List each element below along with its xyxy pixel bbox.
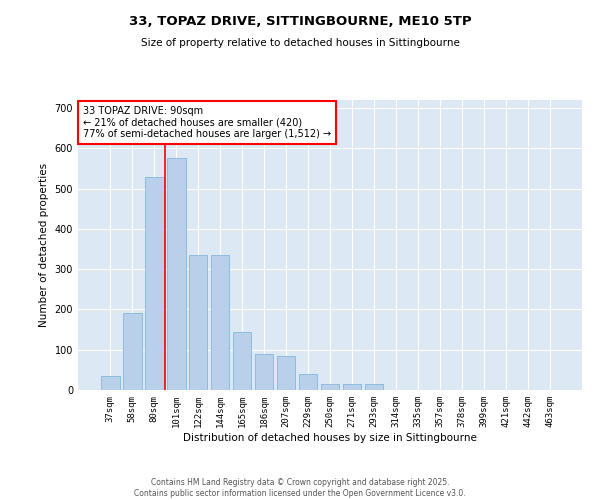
Bar xyxy=(320,384,340,390)
Bar xyxy=(211,255,229,390)
Bar xyxy=(343,384,361,390)
Bar xyxy=(101,376,119,390)
X-axis label: Distribution of detached houses by size in Sittingbourne: Distribution of detached houses by size … xyxy=(183,432,477,442)
Text: 33 TOPAZ DRIVE: 90sqm
← 21% of detached houses are smaller (420)
77% of semi-det: 33 TOPAZ DRIVE: 90sqm ← 21% of detached … xyxy=(83,106,331,139)
Bar xyxy=(365,384,383,390)
Text: 33, TOPAZ DRIVE, SITTINGBOURNE, ME10 5TP: 33, TOPAZ DRIVE, SITTINGBOURNE, ME10 5TP xyxy=(128,15,472,28)
Y-axis label: Number of detached properties: Number of detached properties xyxy=(39,163,49,327)
Bar xyxy=(277,356,295,390)
Bar xyxy=(145,176,164,390)
Bar xyxy=(299,374,317,390)
Text: Contains HM Land Registry data © Crown copyright and database right 2025.
Contai: Contains HM Land Registry data © Crown c… xyxy=(134,478,466,498)
Bar xyxy=(123,314,142,390)
Bar xyxy=(189,255,208,390)
Bar xyxy=(167,158,185,390)
Text: Size of property relative to detached houses in Sittingbourne: Size of property relative to detached ho… xyxy=(140,38,460,48)
Bar xyxy=(233,332,251,390)
Bar xyxy=(255,354,274,390)
